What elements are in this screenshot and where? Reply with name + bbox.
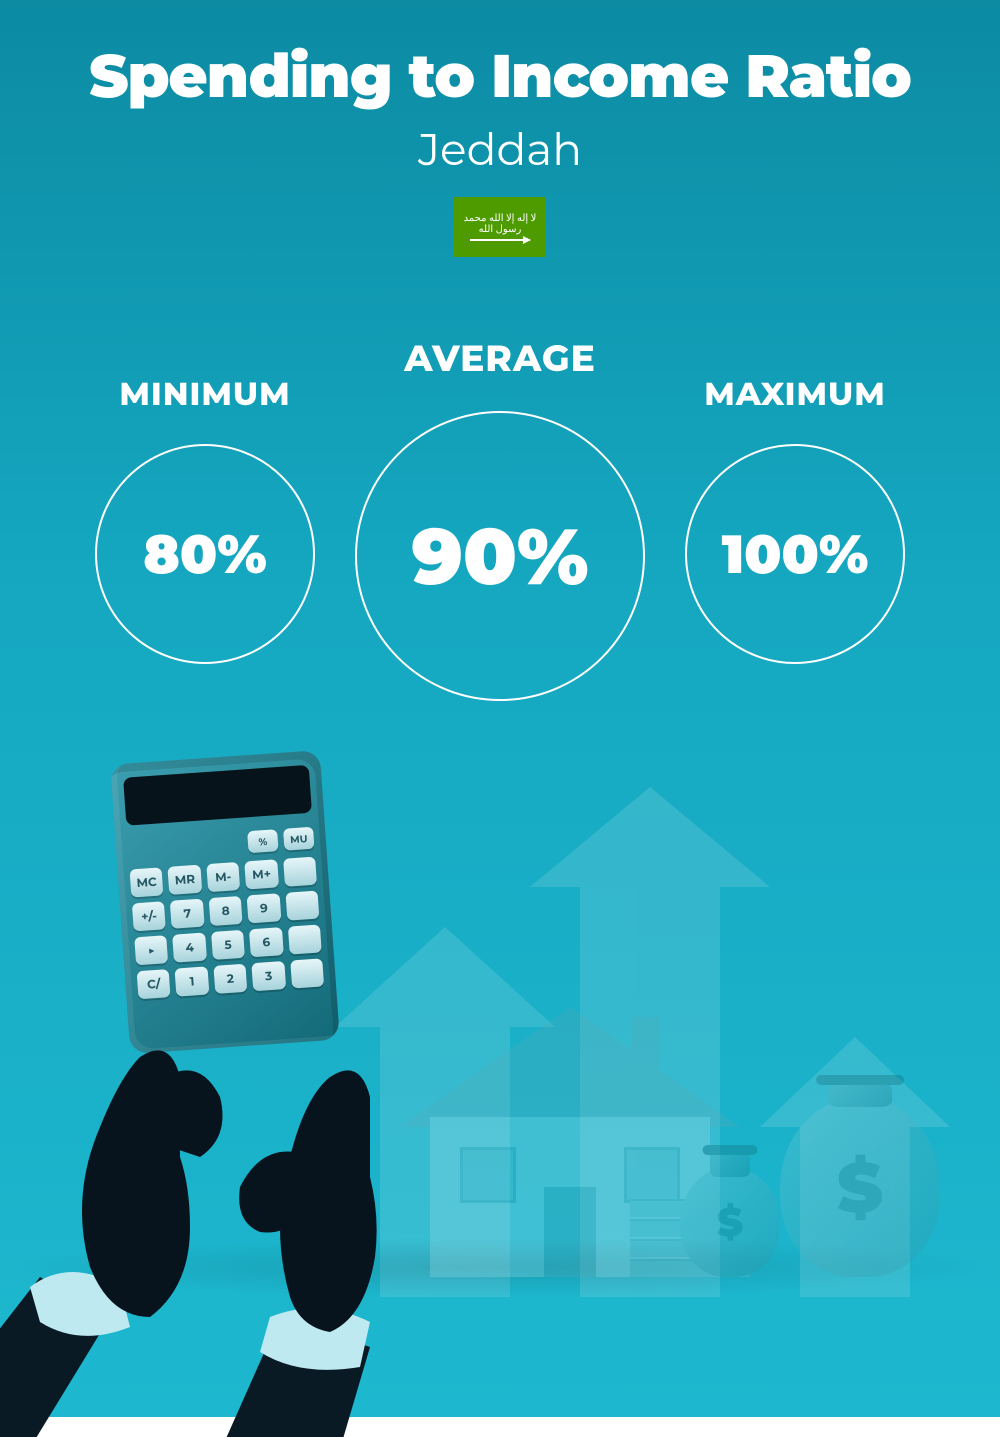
- stat-average: AVERAGE 90%: [355, 337, 645, 701]
- stat-circle: 90%: [355, 411, 645, 701]
- stat-circle: 80%: [95, 444, 315, 664]
- dollar-sign-icon: $: [717, 1198, 743, 1247]
- stat-value: 90%: [411, 508, 588, 604]
- stat-minimum: MINIMUM 80%: [95, 375, 315, 664]
- infographic-canvas: Spending to Income Ratio Jeddah لا إله إ…: [0, 0, 1000, 1417]
- header: Spending to Income Ratio Jeddah لا إله إ…: [0, 0, 1000, 257]
- stat-label: MINIMUM: [119, 375, 290, 414]
- page-subtitle: Jeddah: [0, 123, 1000, 177]
- page-title: Spending to Income Ratio: [0, 40, 1000, 113]
- flag-sword-icon: [470, 239, 530, 241]
- dollar-sign-icon: $: [837, 1144, 883, 1230]
- stat-maximum: MAXIMUM 100%: [685, 375, 905, 664]
- flag-saudi-arabia-icon: لا إله إلا الله محمد رسول الله: [454, 197, 546, 257]
- stat-label: MAXIMUM: [704, 375, 885, 414]
- stat-value: 100%: [722, 521, 869, 587]
- stats-row: MINIMUM 80% AVERAGE 90% MAXIMUM 100%: [0, 337, 1000, 701]
- money-bag-icon: $: [780, 1097, 940, 1277]
- stat-value: 80%: [143, 521, 267, 587]
- flag-shahada-text: لا إله إلا الله محمد رسول الله: [454, 213, 546, 235]
- hands-holding-calculator-icon: [0, 757, 480, 1437]
- money-bag-icon: $: [680, 1167, 780, 1277]
- stat-label: AVERAGE: [404, 337, 596, 381]
- stat-circle: 100%: [685, 444, 905, 664]
